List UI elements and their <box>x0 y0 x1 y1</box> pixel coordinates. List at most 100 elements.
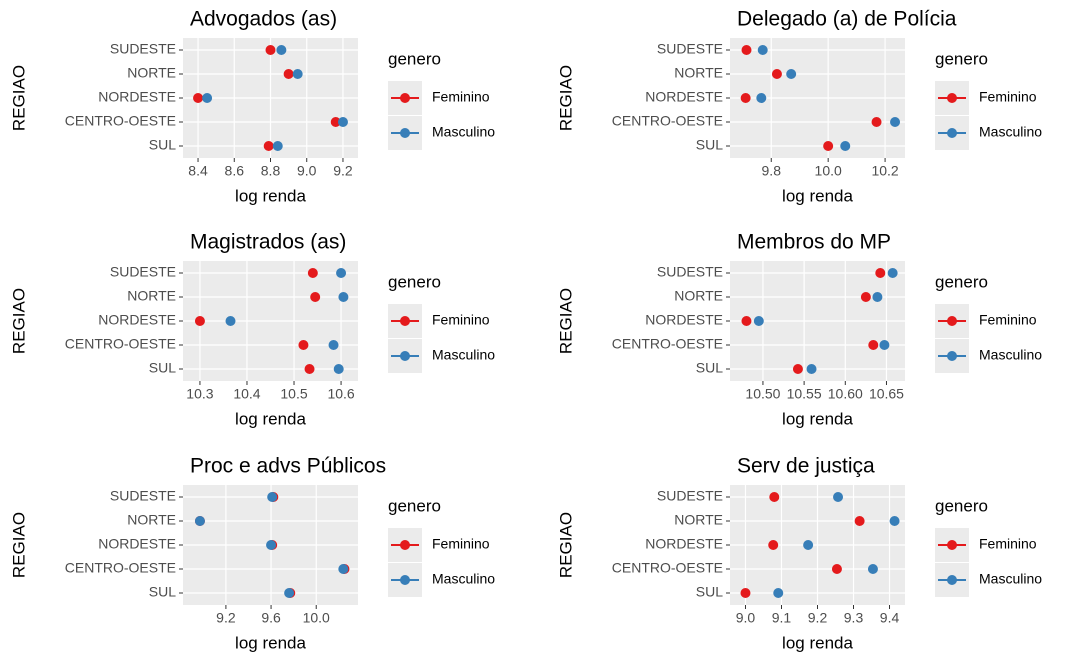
x-tick-label: 9.1 <box>772 610 792 626</box>
point <box>304 364 315 374</box>
x-axis-label: log renda <box>235 409 306 428</box>
legend-key-point <box>947 128 957 138</box>
legend-title: genero <box>935 496 988 515</box>
point <box>871 117 882 127</box>
x-tick-label: 9.8 <box>762 163 782 179</box>
x-tick-label: 9.3 <box>844 610 864 626</box>
y-tick-label: SUDESTE <box>110 488 176 504</box>
point <box>337 117 348 127</box>
y-axis-label: REGIAO <box>556 288 575 354</box>
point <box>328 340 339 350</box>
point <box>338 564 349 574</box>
point <box>740 93 751 103</box>
y-tick-label: SUDESTE <box>657 264 723 280</box>
legend-label: Feminino <box>432 312 490 328</box>
y-tick-label: NORDESTE <box>98 89 176 105</box>
point <box>875 268 886 278</box>
x-axis-label: log renda <box>235 186 306 205</box>
x-tick-label: 10.3 <box>186 386 213 402</box>
x-tick-label: 10.55 <box>787 386 822 402</box>
point <box>756 93 767 103</box>
y-tick-label: NORDESTE <box>98 312 176 328</box>
point <box>338 292 349 302</box>
x-tick-label: 10.65 <box>869 386 904 402</box>
x-tick-label: 9.0 <box>297 163 317 179</box>
point <box>272 141 283 151</box>
legend-key-point <box>400 93 410 103</box>
panel: Delegado (a) de Polícia SUDESTE NORTE NORDE… <box>556 8 1042 206</box>
legend-label: Masculino <box>432 347 495 363</box>
y-tick-label: CENTRO-OESTE <box>65 336 176 352</box>
y-tick-label: CENTRO-OESTE <box>612 113 723 129</box>
point <box>194 316 205 326</box>
y-axis-label: REGIAO <box>9 65 28 131</box>
point <box>769 492 780 502</box>
point <box>823 141 834 151</box>
point <box>267 492 278 502</box>
y-axis-label: REGIAO <box>9 288 28 354</box>
point <box>854 516 865 526</box>
point <box>806 364 817 374</box>
point <box>840 141 851 151</box>
legend-label: Masculino <box>432 571 495 587</box>
legend-title: genero <box>935 272 988 291</box>
y-tick-label: SUDESTE <box>110 41 176 57</box>
y-tick-label: NORDESTE <box>645 536 723 552</box>
point <box>771 69 782 79</box>
y-tick-label: SUL <box>696 137 723 153</box>
point <box>741 45 752 55</box>
point <box>336 268 347 278</box>
legend-key-point <box>947 575 957 585</box>
point <box>753 316 764 326</box>
y-tick-label: NORDESTE <box>645 89 723 105</box>
panel: Magistrados (as) SUDESTE NORTE NORDESTE CENT… <box>9 231 495 429</box>
point <box>768 540 779 550</box>
y-tick-label: SUDESTE <box>657 488 723 504</box>
point <box>786 69 797 79</box>
x-tick-label: 10.2 <box>871 163 898 179</box>
panel-title: Membros do MP <box>737 231 891 254</box>
x-axis-label: log renda <box>782 633 853 652</box>
point <box>831 564 842 574</box>
point <box>298 340 309 350</box>
panel: Membros do MP SUDESTE NORTE NORDESTE CENTRO-… <box>556 231 1042 429</box>
legend-label: Masculino <box>979 347 1042 363</box>
y-tick-label: CENTRO-OESTE <box>612 560 723 576</box>
x-tick-label: 8.8 <box>261 163 281 179</box>
point <box>803 540 814 550</box>
point <box>860 292 871 302</box>
x-axis-label: log renda <box>782 186 853 205</box>
y-tick-label: SUL <box>696 584 723 600</box>
y-axis-label: REGIAO <box>9 512 28 578</box>
point <box>310 292 321 302</box>
y-tick-label: NORTE <box>127 65 176 81</box>
y-tick-label: SUDESTE <box>657 41 723 57</box>
y-tick-label: SUL <box>149 360 176 376</box>
x-tick-label: 10.4 <box>233 386 260 402</box>
point <box>879 340 890 350</box>
point <box>833 492 844 502</box>
legend-label: Feminino <box>979 89 1037 105</box>
panel-title: Delegado (a) de Polícia <box>737 8 957 31</box>
legend-label: Masculino <box>432 124 495 140</box>
y-tick-label: NORTE <box>674 65 723 81</box>
point <box>276 45 287 55</box>
point <box>890 117 901 127</box>
point <box>887 268 898 278</box>
legend-key-point <box>400 351 410 361</box>
point <box>292 69 303 79</box>
y-tick-label: SUL <box>149 137 176 153</box>
y-tick-label: NORDESTE <box>645 312 723 328</box>
point <box>266 540 277 550</box>
y-tick-label: NORTE <box>127 512 176 528</box>
point <box>757 45 768 55</box>
panel-title: Serv de justiça <box>737 455 875 478</box>
legend-label: Masculino <box>979 571 1042 587</box>
x-tick-label: 10.50 <box>745 386 780 402</box>
y-tick-label: CENTRO-OESTE <box>65 113 176 129</box>
panel: Advogados (as) SUDESTE NORTE NORDESTE CENTRO… <box>9 8 495 206</box>
x-tick-label: 9.2 <box>808 610 828 626</box>
legend-title: genero <box>388 49 441 68</box>
panel-title: Proc e advs Públicos <box>190 455 386 478</box>
